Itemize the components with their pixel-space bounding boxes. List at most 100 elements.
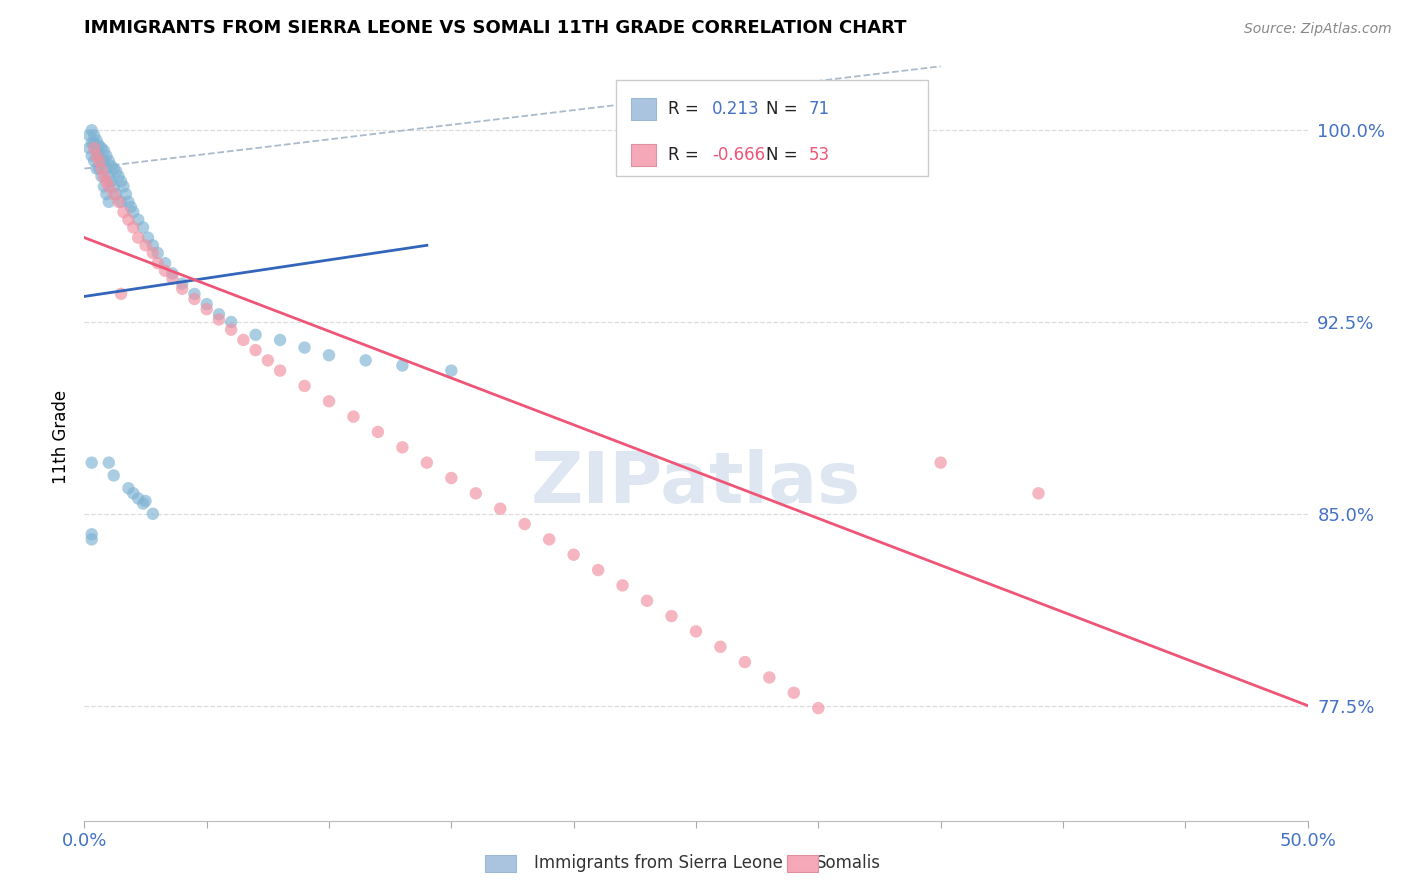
Point bbox=[110, 194, 132, 209]
Point bbox=[103, 468, 125, 483]
Point bbox=[734, 655, 756, 669]
Point bbox=[318, 394, 340, 409]
Point bbox=[87, 149, 110, 163]
Point bbox=[77, 141, 100, 155]
Point bbox=[90, 153, 112, 168]
Point bbox=[80, 149, 103, 163]
Point bbox=[96, 149, 118, 163]
Point bbox=[100, 159, 122, 173]
Point bbox=[127, 491, 149, 506]
Point bbox=[612, 578, 634, 592]
Text: IMMIGRANTS FROM SIERRA LEONE VS SOMALI 11TH GRADE CORRELATION CHART: IMMIGRANTS FROM SIERRA LEONE VS SOMALI 1… bbox=[84, 19, 907, 37]
Point bbox=[83, 128, 105, 143]
Point bbox=[100, 174, 122, 188]
Point bbox=[122, 486, 145, 500]
Point bbox=[245, 343, 267, 358]
Point bbox=[103, 179, 125, 194]
Point bbox=[103, 187, 125, 202]
Point bbox=[513, 516, 536, 531]
Point bbox=[97, 179, 120, 194]
Text: Immigrants from Sierra Leone: Immigrants from Sierra Leone bbox=[534, 855, 783, 872]
Point bbox=[269, 363, 291, 377]
Bar bbox=[631, 145, 655, 166]
Point bbox=[661, 609, 683, 624]
Point bbox=[135, 494, 157, 508]
Text: N =: N = bbox=[766, 146, 803, 164]
Point bbox=[183, 292, 205, 306]
Point bbox=[87, 138, 110, 153]
Point bbox=[709, 640, 731, 654]
Point bbox=[80, 123, 103, 137]
Point bbox=[80, 136, 103, 150]
Point bbox=[117, 194, 139, 209]
Point bbox=[93, 179, 115, 194]
Point bbox=[90, 161, 112, 176]
Point bbox=[232, 333, 254, 347]
Point bbox=[245, 327, 267, 342]
Point bbox=[219, 323, 242, 337]
Y-axis label: 11th Grade: 11th Grade bbox=[52, 390, 70, 484]
Point bbox=[93, 153, 115, 168]
Point bbox=[117, 212, 139, 227]
Point bbox=[195, 297, 218, 311]
Point bbox=[87, 161, 110, 176]
Point bbox=[83, 136, 105, 150]
Point bbox=[93, 169, 115, 184]
Point bbox=[117, 481, 139, 495]
Point bbox=[807, 701, 830, 715]
Point bbox=[96, 174, 118, 188]
Point bbox=[219, 315, 242, 329]
Text: 0.213: 0.213 bbox=[711, 100, 759, 118]
Point bbox=[77, 128, 100, 143]
Point bbox=[146, 256, 169, 270]
Point bbox=[86, 161, 108, 176]
Point bbox=[97, 169, 120, 184]
Point bbox=[636, 593, 658, 607]
Point bbox=[318, 348, 340, 362]
Point bbox=[105, 164, 128, 178]
Point bbox=[80, 527, 103, 541]
Text: 71: 71 bbox=[808, 100, 830, 118]
Point bbox=[172, 282, 194, 296]
Point bbox=[342, 409, 364, 424]
Text: R =: R = bbox=[668, 146, 704, 164]
Point bbox=[929, 456, 952, 470]
Text: N =: N = bbox=[766, 100, 803, 118]
Point bbox=[127, 212, 149, 227]
Point bbox=[86, 133, 108, 147]
Bar bbox=[631, 98, 655, 120]
Point bbox=[1028, 486, 1050, 500]
Point bbox=[172, 277, 194, 291]
Point bbox=[440, 471, 463, 485]
Point bbox=[132, 220, 155, 235]
Text: Somalis: Somalis bbox=[815, 855, 880, 872]
Text: -0.666: -0.666 bbox=[711, 146, 765, 164]
Point bbox=[96, 161, 118, 176]
Point bbox=[294, 379, 316, 393]
Point bbox=[136, 230, 159, 244]
Point bbox=[142, 246, 165, 260]
Text: R =: R = bbox=[668, 100, 704, 118]
Point bbox=[195, 302, 218, 317]
Point bbox=[107, 169, 129, 184]
Point bbox=[90, 169, 112, 184]
Point bbox=[97, 456, 120, 470]
Point bbox=[208, 312, 231, 326]
Point bbox=[127, 230, 149, 244]
Point bbox=[783, 686, 806, 700]
Text: ZIPatlas: ZIPatlas bbox=[531, 449, 860, 517]
Point bbox=[115, 187, 138, 202]
Point bbox=[489, 501, 512, 516]
Point bbox=[146, 246, 169, 260]
Point bbox=[162, 271, 184, 285]
Point bbox=[96, 187, 118, 202]
Point bbox=[87, 153, 110, 168]
Point bbox=[97, 194, 120, 209]
Point bbox=[103, 161, 125, 176]
Point bbox=[586, 563, 609, 577]
Point bbox=[538, 533, 561, 547]
Point bbox=[183, 286, 205, 301]
Point bbox=[83, 141, 105, 155]
Point bbox=[93, 144, 115, 158]
Point bbox=[153, 264, 176, 278]
